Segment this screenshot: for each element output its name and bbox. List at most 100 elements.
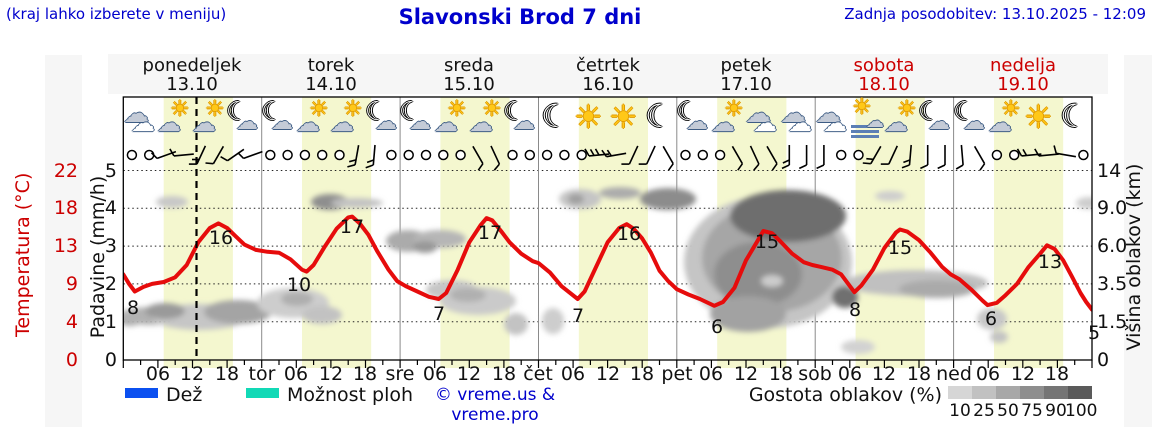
day-header-četrtek: četrtek 16.10: [576, 55, 640, 95]
density-level-label: 10: [949, 401, 971, 421]
temperature-value-label: 16: [616, 223, 642, 245]
x-tick-label-18: 18: [906, 363, 932, 385]
cloud-height-tick-label: 14: [1097, 160, 1122, 182]
cloudy-icon: ☁ ☁: [815, 99, 847, 137]
density-level-label: 100: [1065, 401, 1098, 421]
x-tick-label-06: 06: [145, 363, 171, 385]
cloudy-icon: ☁ ☁: [780, 99, 812, 137]
nightcloud-icon: ☾ ☁: [918, 97, 950, 135]
x-tick-label-čet: čet: [523, 363, 553, 385]
temperature-value-label: 17: [339, 216, 365, 238]
temperature-tick-label: 4: [65, 311, 78, 333]
temperature-value-label: 7: [571, 305, 585, 327]
precipitation-tick-label: 2: [104, 273, 117, 295]
day-header-petek: petek 17.10: [720, 55, 772, 95]
precipitation-tick-label: 3: [104, 235, 117, 257]
copyright-link[interactable]: © vreme.us & vreme.pro: [434, 385, 556, 425]
partly-icon: ☀ ☁: [434, 97, 467, 137]
temperature-value-label: 6: [984, 308, 998, 330]
density-swatch-10: [948, 386, 972, 399]
partly-icon: ☀ ☁: [192, 97, 225, 137]
density-swatch-50: [996, 386, 1020, 399]
x-tick-label-tor: tor: [248, 363, 276, 385]
x-tick-label-06: 06: [698, 363, 724, 385]
x-tick-label-12: 12: [179, 363, 205, 385]
x-tick-label-06: 06: [975, 363, 1001, 385]
day-header-ponedeljek: ponedeljek 13.10: [142, 55, 242, 95]
density-swatch-25: [972, 386, 996, 399]
precipitation-tick-label: 1: [104, 311, 117, 333]
temperature-value-label: 15: [754, 231, 780, 253]
partly-icon: ☀ ☁: [469, 97, 502, 137]
temperature-tick-label: 0: [65, 349, 78, 371]
temperature-tick-label: 22: [53, 160, 78, 182]
cloudy-icon: ☁ ☁: [745, 99, 777, 137]
x-tick-label-18: 18: [1044, 363, 1070, 385]
precipitation-tick-label: 5: [104, 160, 117, 182]
location-hint: (kraj lahko izberete v meniju): [6, 5, 227, 23]
x-tick-label-18: 18: [768, 363, 794, 385]
cloud-density-title: Gostota oblakov (%): [748, 384, 942, 406]
moon-icon: ☾: [645, 97, 674, 135]
moon-icon: ☾: [1060, 97, 1089, 135]
sun-icon: ☀: [574, 98, 603, 136]
temperature-tick-label: 13: [53, 235, 78, 257]
x-tick-label-12: 12: [733, 363, 759, 385]
showers-legend-label: Možnost ploh: [287, 384, 414, 406]
density-swatch-100: [1068, 386, 1092, 399]
partly-icon: ☀ ☁: [296, 97, 329, 137]
fog-icon: ☀ ☁: [851, 95, 884, 132]
nightcloud-icon: ☾ ☁: [503, 97, 535, 135]
showers-legend-swatch: [246, 388, 279, 398]
x-tick-label-12: 12: [871, 363, 897, 385]
x-tick-label-06: 06: [837, 363, 863, 385]
density-level-label: 50: [997, 401, 1019, 421]
density-level-label: 25: [973, 401, 995, 421]
temperature-value-label: 8: [848, 299, 862, 321]
partly-icon: ☀ ☁: [884, 97, 917, 137]
x-tick-label-18: 18: [629, 363, 655, 385]
nightcloud-icon: ☾ ☁: [399, 97, 431, 135]
nightcloud-icon: ☾ ☁: [365, 97, 397, 135]
left-axis-strip: [45, 55, 82, 427]
partly-icon: ☀ ☁: [988, 97, 1021, 137]
temperature-value-label: 17: [477, 222, 503, 244]
right-axis-strip: [1124, 55, 1152, 427]
temperature-value-label: 8: [126, 297, 140, 319]
temperature-value-label: 16: [208, 227, 234, 249]
page-title: Slavonski Brod 7 dni: [398, 5, 642, 29]
cloud-height-tick-label: 1.5: [1097, 311, 1128, 333]
sun-icon: ☀: [609, 98, 638, 136]
x-tick-label-06: 06: [283, 363, 309, 385]
nightcloud-icon: ☾ ☁: [261, 97, 293, 135]
x-tick-label-sob: sob: [798, 363, 832, 385]
rain-legend-swatch: [125, 388, 158, 398]
density-swatch-75: [1020, 386, 1044, 399]
cloud-height-tick-label: 9.0: [1097, 197, 1128, 219]
day-header-nedelja: nedelja 19.10: [989, 55, 1056, 95]
x-tick-label-06: 06: [422, 363, 448, 385]
cloud-height-tick-label: 3.5: [1097, 273, 1128, 295]
temperature-value-label: 15: [887, 237, 913, 259]
density-level-label: 75: [1021, 401, 1043, 421]
temperature-tick-label: 9: [65, 273, 78, 295]
precipitation-tick-label: 4: [104, 197, 117, 219]
temperature-value-label: 10: [286, 274, 312, 296]
nightcloud-icon: ☾ ☁: [953, 97, 985, 135]
day-header-sobota: sobota 18.10: [853, 55, 915, 95]
x-tick-label-18: 18: [352, 363, 378, 385]
temperature-value-label: 6: [710, 316, 724, 338]
temperature-value-label: 13: [1037, 251, 1063, 273]
sun-icon: ☀: [1024, 98, 1053, 136]
partly-icon: ☀ ☁: [711, 97, 744, 137]
day-header-strip: [108, 54, 1108, 94]
cloud-height-tick-label: 0: [1097, 349, 1110, 371]
last-update-timestamp: Zadnja posodobitev: 13.10.2025 - 12:09: [844, 5, 1146, 23]
density-level-label: 90: [1045, 401, 1067, 421]
rain-legend-label: Dež: [166, 384, 203, 406]
x-tick-label-12: 12: [318, 363, 344, 385]
moon-icon: ☾: [541, 97, 570, 135]
day-header-torek: torek 14.10: [305, 55, 357, 95]
